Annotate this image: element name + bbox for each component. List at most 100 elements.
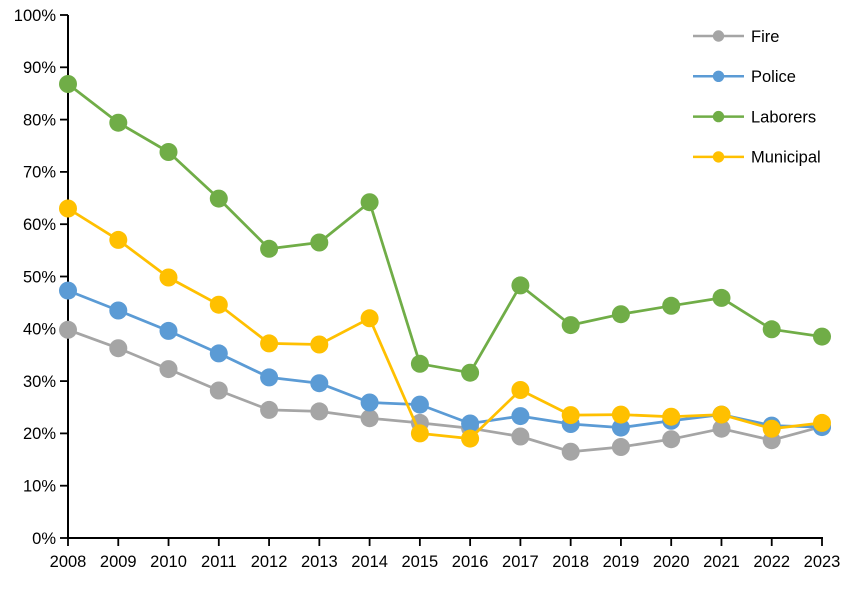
data-point-police-2017 [511,407,530,426]
x-tick-label: 2020 [653,553,690,571]
data-point-fire-2013 [310,402,329,421]
data-point-police-2016 [461,414,480,433]
data-point-municipal-2021 [712,405,731,424]
x-tick-label: 2012 [251,553,288,571]
data-point-laborers-2011 [209,189,228,208]
series-line-laborers [67,82,823,375]
x-tick-label: 2022 [753,553,790,571]
x-tick-label: 2019 [603,553,640,571]
data-point-laborers-2023 [813,327,831,346]
legend-label-municipal: Municipal [751,149,821,167]
x-tick-label: 2015 [402,553,439,571]
data-point-laborers-2016 [461,363,480,382]
data-point-police-2013 [310,374,329,393]
data-point-municipal-2020 [662,407,681,426]
x-tick-label: 2014 [351,553,388,571]
legend-item-fire: Fire [693,28,779,46]
data-point-fire-2010 [159,360,178,379]
data-point-municipal-2011 [209,295,228,314]
legend-marker-municipal [712,151,725,163]
y-tick-label: 100% [14,7,57,25]
x-tick-label: 2011 [201,553,236,571]
data-point-police-2010 [159,321,178,340]
data-point-laborers-2009 [109,113,128,132]
legend-label-fire: Fire [751,28,779,46]
data-point-municipal-2022 [762,419,781,438]
y-tick-label: 70% [23,164,56,182]
data-point-municipal-2010 [159,268,178,287]
data-point-fire-2012 [260,400,279,419]
data-point-fire-2020 [662,430,681,449]
data-point-laborers-2017 [511,276,530,295]
series-line-fire [67,328,823,454]
data-point-fire-2014 [360,409,379,428]
data-point-municipal-2014 [360,309,379,328]
legend-label-laborers: Laborers [751,108,816,126]
y-tick-label: 10% [23,477,56,495]
data-point-municipal-2018 [561,406,580,425]
x-tick-label: 2017 [502,553,539,571]
data-point-laborers-2018 [561,316,580,335]
legend-marker-fire [712,30,725,42]
legend-item-municipal: Municipal [693,149,821,167]
y-tick-label: 50% [23,268,56,286]
series-line-police [67,289,823,429]
data-point-police-2008 [59,281,77,300]
data-point-laborers-2020 [662,296,681,315]
data-point-laborers-2014 [360,193,379,212]
legend-item-laborers: Laborers [693,108,816,126]
data-point-police-2011 [209,344,228,363]
data-point-fire-2009 [109,339,128,358]
data-point-laborers-2012 [260,239,279,258]
data-point-fire-2019 [611,438,630,456]
data-point-municipal-2009 [109,230,128,249]
data-point-laborers-2015 [410,354,429,373]
data-point-municipal-2013 [310,335,329,354]
x-tick-label: 2009 [100,553,137,571]
data-point-laborers-2013 [310,233,329,252]
legend-marker-laborers [712,110,725,123]
data-point-police-2009 [109,301,128,320]
x-tick-label: 2008 [50,553,87,571]
legend-label-police: Police [751,68,796,86]
data-point-laborers-2022 [762,320,781,339]
data-point-laborers-2021 [712,288,731,307]
y-tick-label: 20% [23,425,56,443]
x-tick-label: 2016 [452,553,489,571]
legend-item-police: Police [693,68,796,86]
x-tick-label: 2013 [301,553,338,571]
x-tick-label: 2023 [804,553,841,571]
data-point-municipal-2012 [260,334,279,353]
data-point-laborers-2010 [159,143,178,161]
data-point-municipal-2008 [59,199,77,218]
data-point-fire-2018 [561,442,580,461]
data-point-laborers-2008 [59,75,77,93]
y-tick-label: 80% [23,111,56,129]
y-tick-label: 0% [32,530,56,548]
series-line-municipal [67,207,823,440]
data-point-municipal-2015 [410,424,429,443]
data-point-police-2015 [410,395,429,414]
data-point-municipal-2019 [611,405,630,424]
x-tick-label: 2010 [150,553,187,571]
data-point-police-2012 [260,368,279,387]
y-tick-label: 40% [23,321,56,339]
y-tick-label: 90% [23,59,56,77]
data-point-police-2014 [360,393,379,412]
data-point-municipal-2017 [511,381,530,399]
x-tick-label: 2021 [703,553,740,571]
data-point-municipal-2016 [461,429,480,448]
y-tick-label: 30% [23,373,56,391]
x-tick-label: 2018 [552,553,589,571]
data-point-fire-2011 [209,381,228,400]
data-point-police-2019 [611,418,630,437]
data-point-fire-2021 [712,419,731,438]
data-point-fire-2017 [511,427,530,446]
data-point-municipal-2023 [813,413,831,432]
data-point-fire-2008 [59,320,77,339]
data-point-laborers-2019 [611,305,630,324]
legend-marker-police [712,70,725,83]
y-tick-label: 60% [23,216,56,234]
